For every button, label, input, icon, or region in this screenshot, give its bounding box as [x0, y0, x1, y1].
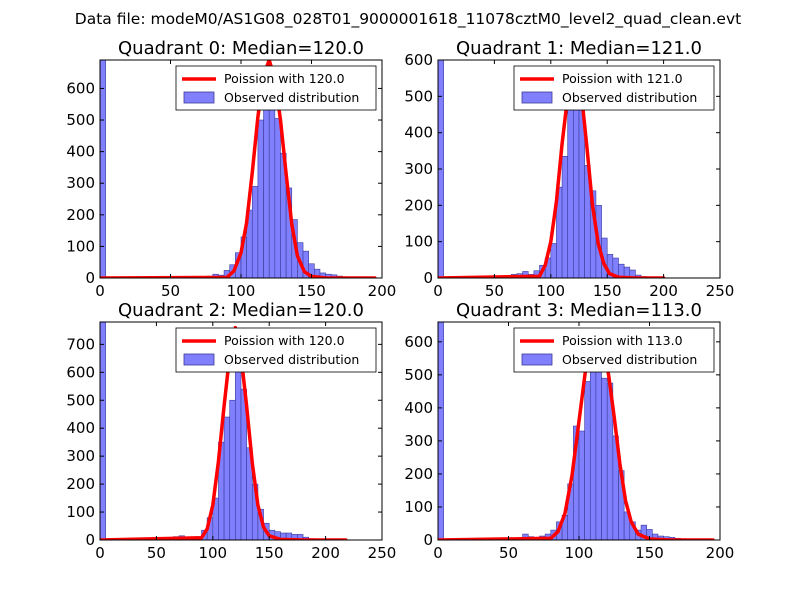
quadrant-0-xtick-label: 50 [161, 282, 180, 300]
quadrant-3-legend-curve-label: Poission with 113.0 [562, 333, 683, 348]
quadrant-1-xtick-label: 50 [485, 282, 504, 300]
quadrant-3-chart: 0 50 100 150 200 0 100 200 300 400 500 600 Quadrant … [404, 300, 734, 562]
quadrant-2-bar [100, 322, 106, 540]
quadrant-2-ytick-label: 400 [66, 419, 95, 437]
quadrant-1-ytick-label: 300 [404, 160, 433, 178]
quadrant-1-title: Quadrant 1: Median=121.0 [456, 38, 702, 59]
quadrant-3-xtick-label: 200 [706, 544, 735, 562]
quadrant-1-chart: 0 50 100 150 200 250 0 100 200 300 400 500 600 Quadra… [404, 38, 734, 300]
quadrant-0-ytick-label: 600 [66, 79, 95, 97]
quadrant-0-bar [263, 108, 270, 278]
quadrant-3-bar [589, 356, 597, 540]
quadrant-0-legend-curve-label: Poission with 120.0 [224, 71, 345, 86]
quadrant-0-ytick-label: 400 [66, 143, 95, 161]
quadrant-0-ytick-label: 100 [66, 237, 95, 255]
quadrant-3-ytick-label: 600 [404, 333, 433, 351]
quadrant-2-bar [223, 416, 231, 540]
quadrant-0-ytick-label: 500 [66, 111, 95, 129]
quadrant-0-xtick-label: 150 [297, 282, 326, 300]
quadrant-3-ytick-label: 400 [404, 399, 433, 417]
quadrant-2-chart: 0 50 100 150 200 250 0 100 200 300 400 500 600 700 Qua… [66, 300, 396, 562]
quadrant-3-xtick-label: 50 [499, 544, 518, 562]
quadrant-1-legend-bars-label: Observed distribution [562, 90, 697, 105]
quadrant-2-xtick-label: 150 [255, 544, 284, 562]
quadrant-0-chart: 0 50 100 150 200 0 100 200 300 400 500 600 Quadrant … [66, 38, 396, 300]
quadrant-3-plot-area [438, 322, 715, 540]
quadrant-0-bar [100, 60, 106, 278]
quadrant-2-legend-bars-swatch [183, 353, 215, 366]
quadrant-1-xtick-label: 200 [649, 282, 678, 300]
quadrant-3-legend-bars-swatch [521, 353, 553, 366]
quadrant-0-ytick-label: 0 [85, 269, 95, 287]
quadrant-1-bar [567, 86, 574, 278]
quadrant-3-title: Quadrant 3: Median=113.0 [456, 300, 702, 321]
quadrant-1-xtick-label: 250 [706, 282, 735, 300]
quadrant-0-legend-bars-label: Observed distribution [224, 90, 359, 105]
quadrant-1-ytick-label: 400 [404, 124, 433, 142]
quadrant-1-ytick-label: 100 [404, 233, 433, 251]
quadrant-1-bar [550, 243, 557, 278]
quadrant-1-ytick-label: 0 [423, 269, 433, 287]
quadrant-0-bar [268, 100, 276, 278]
quadrant-2-ytick-label: 100 [66, 503, 95, 521]
quadrant-2-legend: Poission with 120.0 Observed distribution [175, 327, 377, 373]
quadrant-3-bar [438, 322, 444, 540]
quadrant-2-legend-bars-label: Observed distribution [224, 352, 359, 367]
quadrant-0-xtick-label: 100 [227, 282, 256, 300]
quadrant-3-ytick-label: 100 [404, 498, 433, 516]
quadrant-2-axes-frame [99, 321, 383, 541]
quadrant-2-legend-curve-label: Poission with 120.0 [224, 333, 345, 348]
quadrant-2-ytick-label: 200 [66, 475, 95, 493]
quadrant-3-xtick-label: 0 [433, 544, 443, 562]
quadrant-3-ytick-label: 200 [404, 465, 433, 483]
quadrant-0-xtick-label: 200 [368, 282, 397, 300]
quadrant-0-xtick-label: 0 [95, 282, 105, 300]
quadrant-3-ytick-label: 0 [423, 531, 433, 549]
quadrant-3-ytick-label: 500 [404, 366, 433, 384]
quadrant-2-xtick-label: 100 [198, 544, 227, 562]
quadrant-3-xtick-label: 100 [565, 544, 594, 562]
quadrant-3-bar [584, 381, 591, 540]
quadrant-0-bar [257, 119, 264, 278]
quadrant-1-legend-bars-swatch [521, 91, 553, 104]
quadrant-2-ytick-label: 500 [66, 391, 95, 409]
quadrant-1-legend-curve-label: Poission with 121.0 [562, 71, 683, 86]
quadrant-0-bar [274, 118, 281, 278]
quadrant-3-legend: Poission with 113.0 Observed distribution [513, 327, 715, 373]
quadrant-1-xtick-label: 150 [593, 282, 622, 300]
quadrant-2-xtick-label: 200 [311, 544, 340, 562]
quadrant-2-title: Quadrant 2: Median=120.0 [118, 300, 364, 321]
quadrant-2-ytick-label: 0 [85, 531, 95, 549]
figure-suptitle: Data file: modeM0/AS1G08_028T01_90000016… [75, 10, 741, 29]
quadrant-0-legend-bars-swatch [183, 91, 215, 104]
quadrant-3-legend-bars-label: Observed distribution [562, 352, 697, 367]
quadrant-2-xtick-label: 0 [95, 544, 105, 562]
quadrant-0-ytick-label: 300 [66, 174, 95, 192]
quadrant-3-ytick-label: 300 [404, 432, 433, 450]
quadrant-1-xtick-label: 100 [536, 282, 565, 300]
quadrant-1-bar [561, 155, 569, 278]
quadrant-0-ytick-label: 200 [66, 206, 95, 224]
quadrant-1-bar [573, 83, 580, 278]
quadrant-2-ytick-label: 700 [66, 335, 95, 353]
quadrant-1-xtick-label: 0 [433, 282, 443, 300]
quadrant-3-xtick-label: 150 [635, 544, 664, 562]
quadrant-1-ytick-label: 200 [404, 196, 433, 214]
quadrant-0-bar [251, 186, 259, 278]
quadrant-3-bar [578, 430, 585, 540]
quadrant-1-legend: Poission with 121.0 Observed distribution [513, 65, 715, 111]
quadrant-2-ytick-label: 300 [66, 447, 95, 465]
quadrant-2-bar [229, 399, 236, 540]
quadrant-0-title: Quadrant 0: Median=120.0 [118, 38, 364, 59]
quadrant-2-ytick-label: 600 [66, 363, 95, 381]
quadrant-1-ytick-label: 500 [404, 87, 433, 105]
quadrant-2-xtick-label: 250 [368, 544, 397, 562]
quadrant-3-bar [601, 377, 608, 540]
quadrant-2-xtick-label: 50 [147, 544, 166, 562]
quadrant-1-ytick-label: 600 [404, 51, 433, 69]
quadrant-0-legend: Poission with 120.0 Observed distribution [175, 65, 377, 111]
